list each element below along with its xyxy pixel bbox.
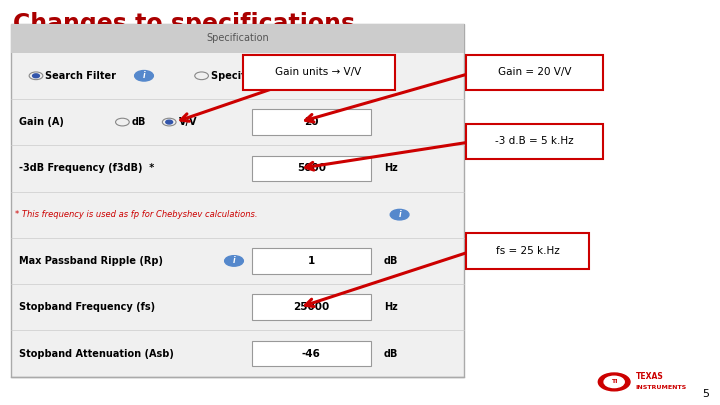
Text: INSTRUMENTS: INSTRUMENTS <box>636 385 687 390</box>
Circle shape <box>390 209 409 220</box>
Circle shape <box>225 256 243 266</box>
FancyBboxPatch shape <box>252 341 371 366</box>
Text: i: i <box>143 71 145 80</box>
Text: -3dB Frequency (f3dB)  *: -3dB Frequency (f3dB) * <box>19 163 155 173</box>
Text: -3 d.B = 5 k.Hz: -3 d.B = 5 k.Hz <box>495 136 574 146</box>
FancyBboxPatch shape <box>466 233 589 269</box>
Circle shape <box>329 70 348 81</box>
Circle shape <box>166 120 173 124</box>
Text: TI: TI <box>611 379 618 384</box>
Text: 5000: 5000 <box>297 163 326 173</box>
Text: 1: 1 <box>307 256 315 266</box>
Text: 25000: 25000 <box>293 302 330 312</box>
Text: dB: dB <box>384 256 398 266</box>
Text: Stopband Frequency (fs): Stopband Frequency (fs) <box>19 302 156 312</box>
Text: * This frequency is used as fp for Chebyshev calculations.: * This frequency is used as fp for Cheby… <box>15 210 258 219</box>
Text: fs = 25 k.Hz: fs = 25 k.Hz <box>495 246 559 256</box>
FancyBboxPatch shape <box>252 156 371 181</box>
Text: i: i <box>398 210 401 219</box>
Text: Specification: Specification <box>206 34 269 43</box>
FancyBboxPatch shape <box>11 24 464 377</box>
Text: Changes to specifications: Changes to specifications <box>13 12 355 36</box>
Text: Hz: Hz <box>384 163 397 173</box>
FancyBboxPatch shape <box>252 248 371 274</box>
Text: V/V: V/V <box>179 117 197 127</box>
Text: -46: -46 <box>302 349 321 358</box>
Text: Gain = 20 V/V: Gain = 20 V/V <box>498 68 572 77</box>
FancyBboxPatch shape <box>243 55 395 90</box>
Circle shape <box>604 376 624 388</box>
Text: Stopband Attenuation (Asb): Stopband Attenuation (Asb) <box>19 349 174 358</box>
FancyBboxPatch shape <box>466 124 603 159</box>
Text: Search Filter: Search Filter <box>45 71 117 81</box>
FancyBboxPatch shape <box>11 24 464 53</box>
Text: i: i <box>233 256 235 265</box>
Text: Hz: Hz <box>384 302 397 312</box>
FancyBboxPatch shape <box>466 55 603 90</box>
Circle shape <box>32 74 40 78</box>
Text: Specify Filter: Specify Filter <box>211 71 285 81</box>
Text: i: i <box>337 71 340 80</box>
Text: 5: 5 <box>702 389 709 399</box>
Text: 20: 20 <box>304 117 319 127</box>
Text: TEXAS: TEXAS <box>636 372 664 381</box>
FancyBboxPatch shape <box>252 109 371 135</box>
Circle shape <box>598 373 630 391</box>
Text: Max Passband Ripple (Rp): Max Passband Ripple (Rp) <box>19 256 163 266</box>
Text: Gain (A): Gain (A) <box>19 117 64 127</box>
Text: dB: dB <box>132 117 146 127</box>
Text: Gain units → V/V: Gain units → V/V <box>276 68 361 77</box>
FancyBboxPatch shape <box>252 294 371 320</box>
Text: dB: dB <box>384 349 398 358</box>
Circle shape <box>135 70 153 81</box>
